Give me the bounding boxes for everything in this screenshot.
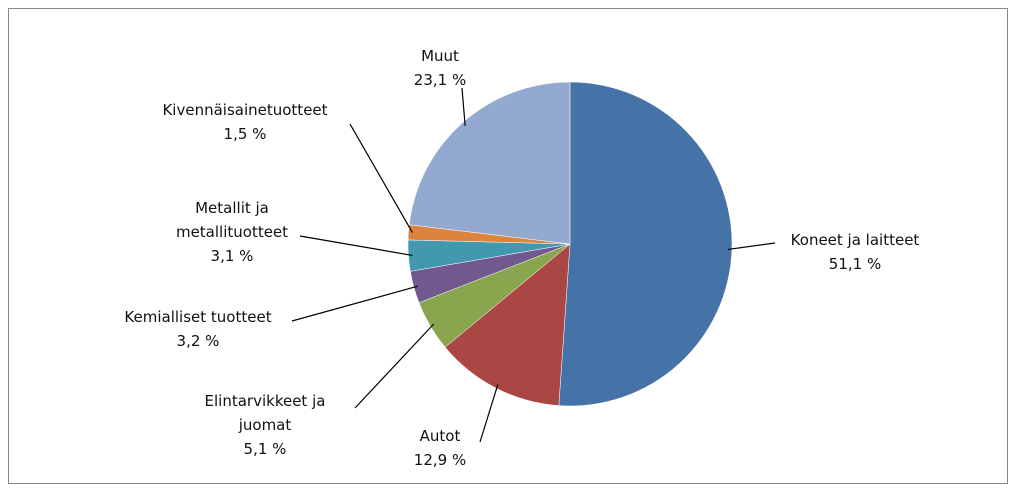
value-label: 12,9 % bbox=[413, 451, 467, 469]
data-label: Metallit ja metallituotteet 3,1 % bbox=[162, 196, 302, 268]
category-label: Autot bbox=[419, 427, 461, 445]
leader-line bbox=[349, 123, 413, 233]
value-label: 1,5 % bbox=[223, 125, 267, 143]
value-label: 23,1 % bbox=[413, 71, 467, 89]
value-label: 51,1 % bbox=[828, 255, 882, 273]
category-label: Koneet ja laitteet bbox=[790, 231, 920, 249]
leader-line bbox=[354, 323, 435, 409]
data-label: Kemialliset tuotteet 3,2 % bbox=[103, 305, 293, 353]
pie-slice bbox=[444, 243, 571, 406]
data-label: Elintarvikkeet ja juomat 5,1 % bbox=[195, 389, 335, 461]
leader-line bbox=[727, 242, 776, 251]
leader-line bbox=[291, 285, 418, 322]
category-label: Muut bbox=[421, 47, 459, 65]
leader-line bbox=[299, 235, 413, 256]
data-label: Muut 23,1 % bbox=[390, 44, 490, 92]
data-label: Kivennäisainetuotteet 1,5 % bbox=[140, 98, 350, 146]
pie-slice bbox=[558, 81, 733, 407]
chart-frame bbox=[8, 8, 1008, 484]
leader-line bbox=[461, 87, 466, 126]
category-label: Kivennäisainetuotteet bbox=[162, 101, 328, 119]
value-label: 5,1 % bbox=[243, 440, 287, 458]
data-label: Koneet ja laitteet 51,1 % bbox=[770, 228, 940, 276]
pie-slice bbox=[408, 81, 571, 245]
category-label: Metallit ja metallituotteet bbox=[175, 199, 289, 241]
leader-line bbox=[479, 384, 499, 443]
category-label: Elintarvikkeet ja juomat bbox=[204, 392, 326, 434]
data-label: Autot 12,9 % bbox=[390, 424, 490, 472]
value-label: 3,1 % bbox=[210, 247, 254, 265]
value-label: 3,2 % bbox=[176, 332, 220, 350]
category-label: Kemialliset tuotteet bbox=[124, 308, 272, 326]
